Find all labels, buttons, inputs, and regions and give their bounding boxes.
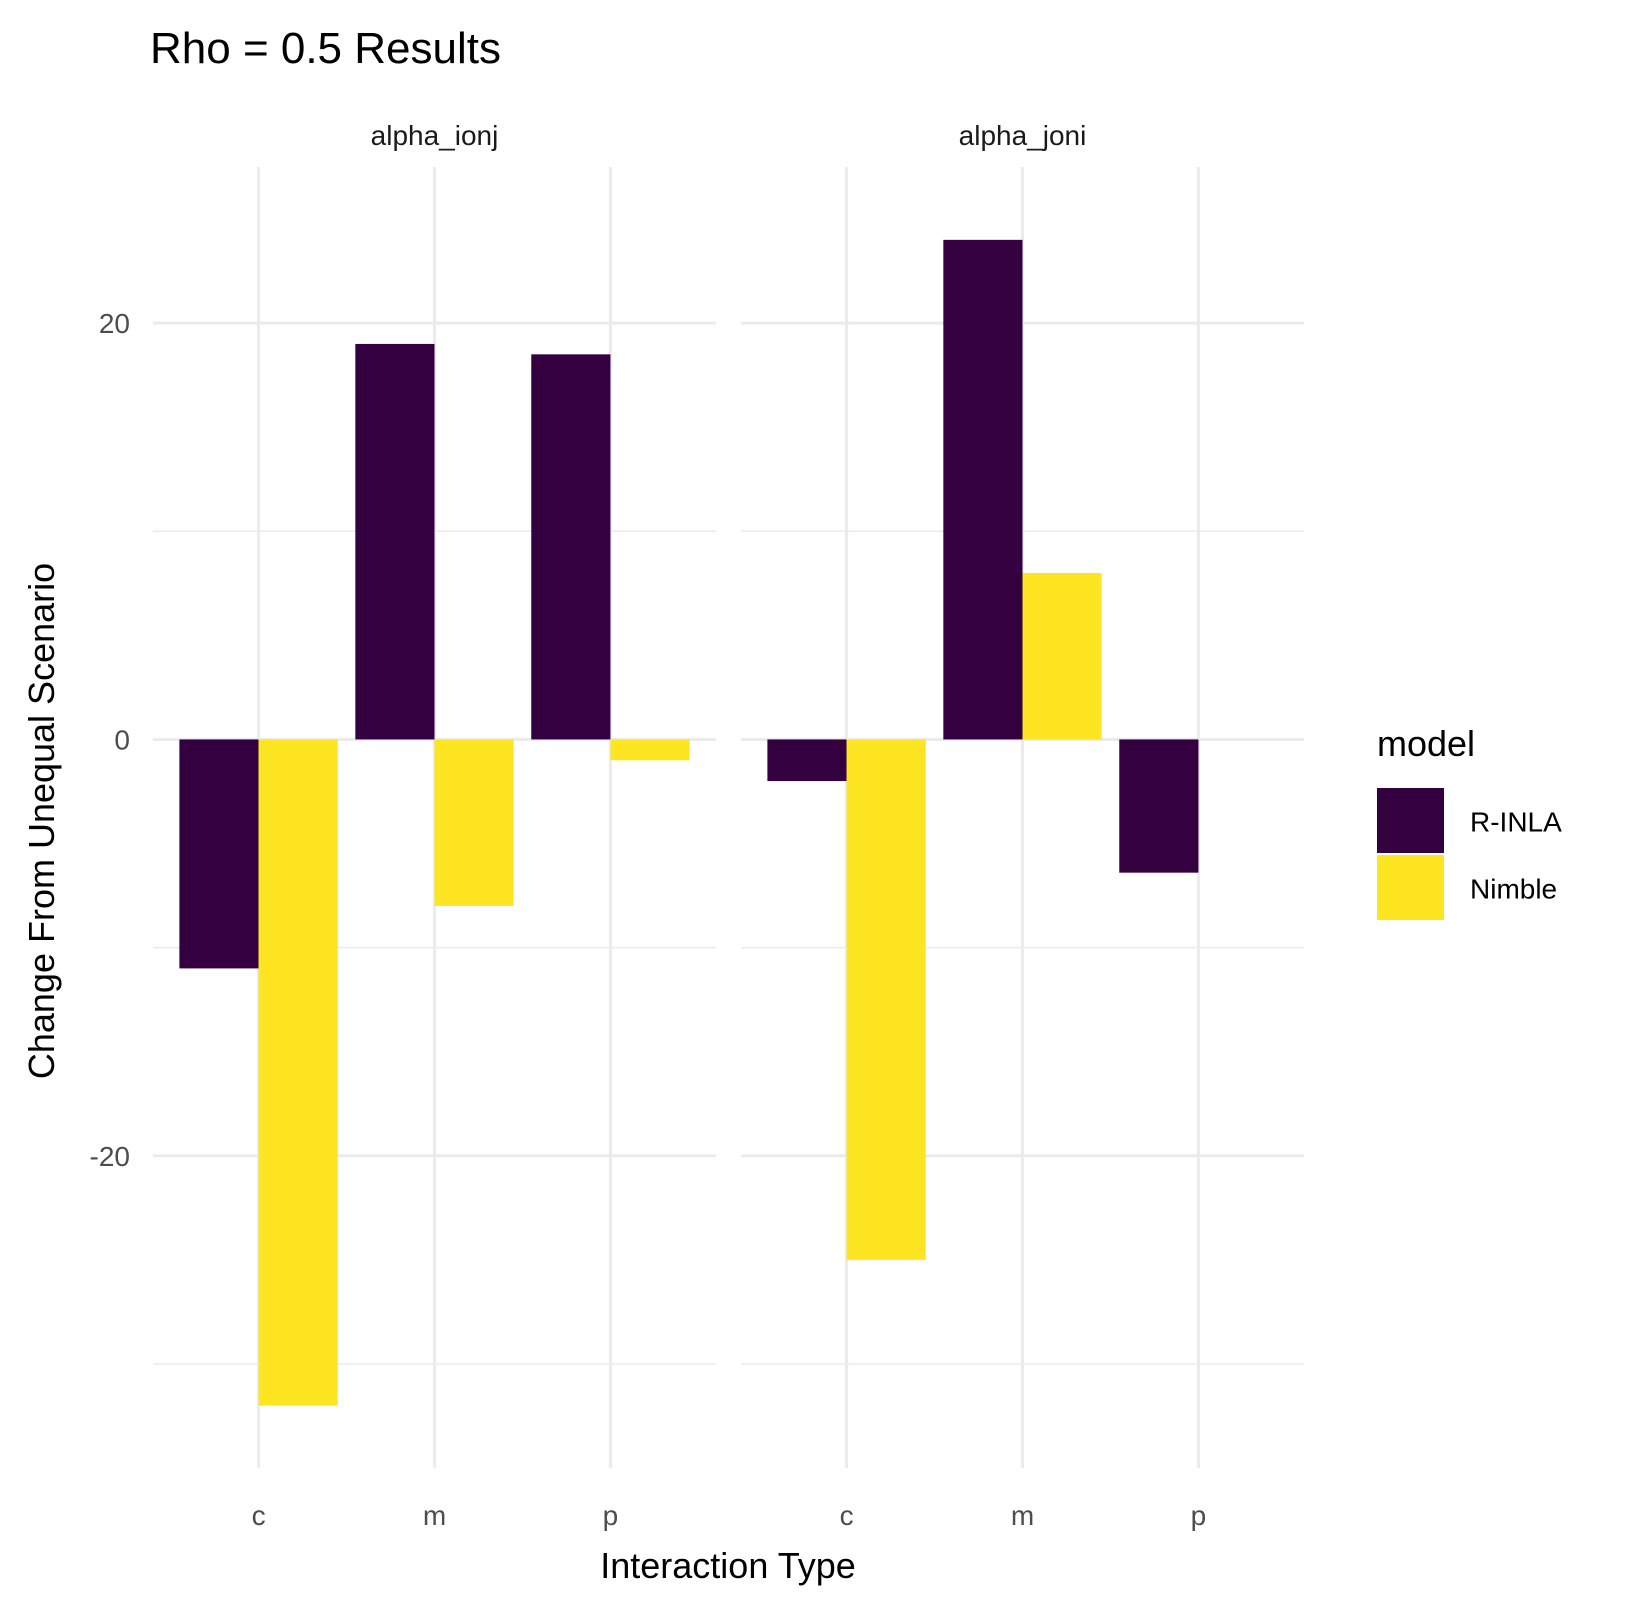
legend-label-r-inla: R-INLA [1470,807,1562,838]
bar-r-inla-p [531,354,611,740]
bar-nimble-c [258,739,338,1406]
bar-r-inla-m [943,239,1023,740]
y-axis: -20 0 20 [90,308,130,1172]
y-axis-title: Change From Unequal Scenario [21,563,62,1079]
legend-title: model [1377,723,1475,764]
facet-label: alpha_joni [959,120,1087,151]
bar-r-inla-p [1119,739,1199,873]
bar-nimble-c [846,739,926,1260]
legend: model R-INLA Nimble [1377,723,1562,920]
bar-r-inla-c [179,739,259,969]
x-axis-title: Interaction Type [600,1545,856,1586]
bar-nimble-m [434,739,514,906]
facet-label: alpha_ionj [371,120,499,151]
y-tick-label: -20 [90,1141,130,1172]
x-tick-label: m [423,1500,446,1531]
bar-r-inla-m [355,343,435,740]
bar-r-inla-c [767,739,847,782]
x-tick-label: c [840,1500,854,1531]
bar-nimble-m [1022,572,1102,740]
y-tick-label: 20 [99,308,130,339]
x-tick-label: c [252,1500,266,1531]
legend-key-r-inla [1377,788,1444,853]
x-tick-label: m [1011,1500,1034,1531]
chart-title: Rho = 0.5 Results [150,24,501,73]
x-tick-label: p [1191,1500,1207,1531]
legend-label-nimble: Nimble [1470,874,1557,905]
y-tick-label: 0 [114,724,130,755]
x-tick-label: p [603,1500,619,1531]
bar-nimble-p [610,739,690,761]
legend-key-nimble [1377,855,1444,920]
